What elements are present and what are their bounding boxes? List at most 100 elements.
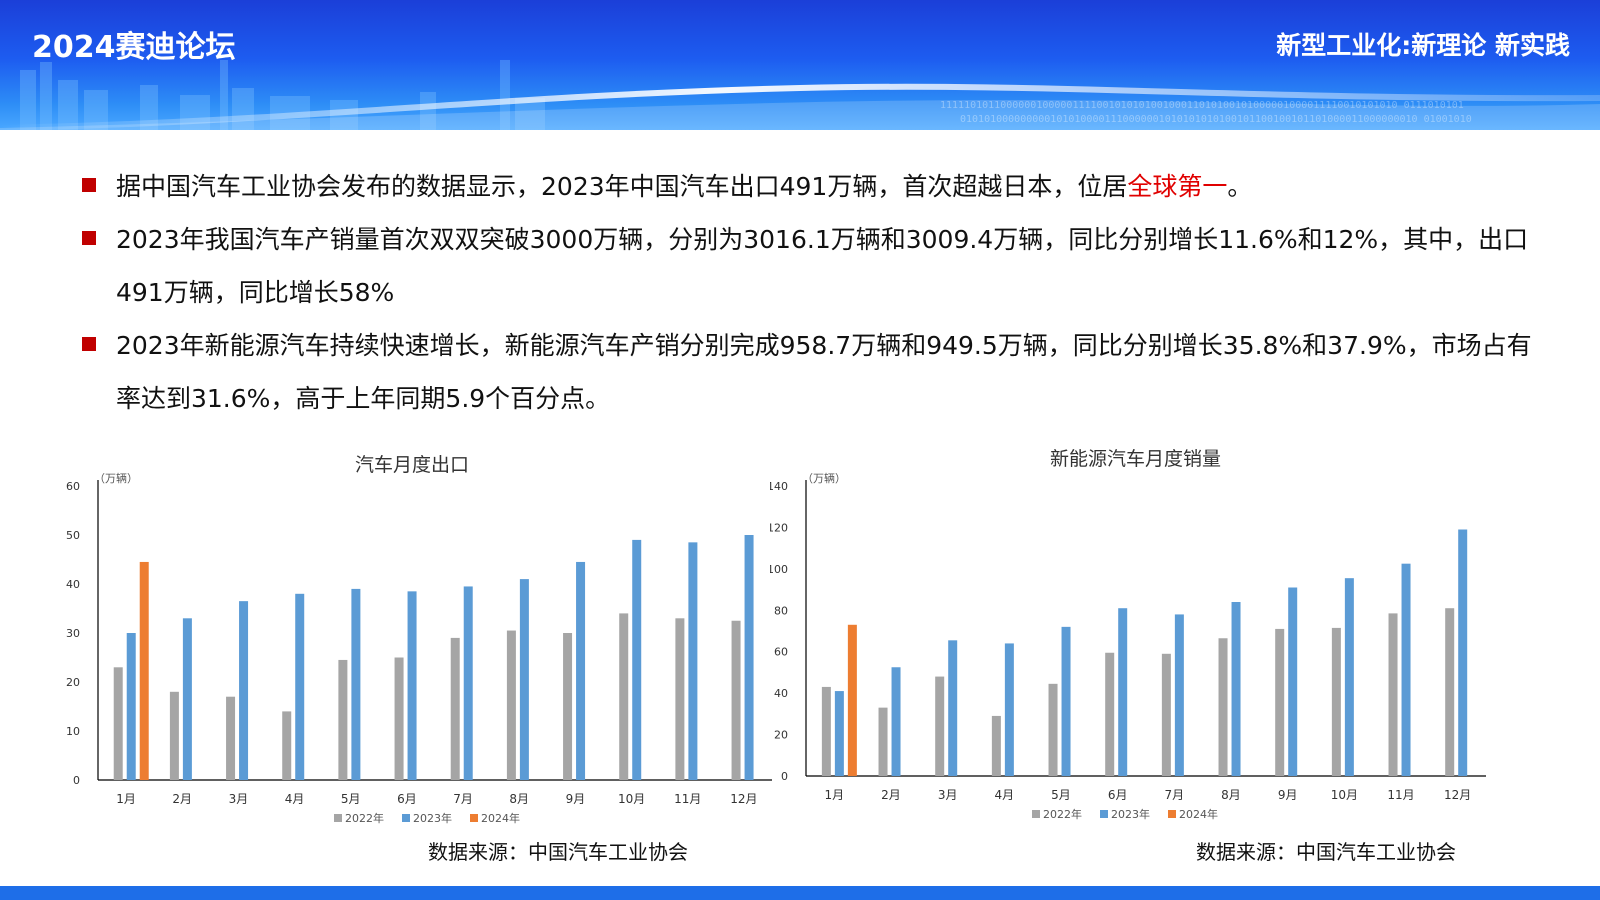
bar-2022年 xyxy=(878,707,888,776)
x-tick-label: 12月 xyxy=(730,792,757,806)
bar-2022年 xyxy=(675,618,685,780)
x-tick-label: 5月 xyxy=(341,792,361,806)
y-tick-label: 60 xyxy=(774,646,788,659)
legend-label: 2023年 xyxy=(1111,807,1150,821)
y-tick-label: 120 xyxy=(770,521,788,534)
bar-2022年 xyxy=(1218,638,1228,776)
skyline-decoration xyxy=(0,60,1600,130)
x-tick-label: 8月 xyxy=(1221,788,1241,802)
legend-label: 2022年 xyxy=(345,811,384,825)
bar-2022年 xyxy=(1105,652,1115,776)
bullet-item: 据中国汽车工业协会发布的数据显示，2023年中国汽车出口491万辆，首次超越日本… xyxy=(80,160,1550,213)
bar-2023年 xyxy=(351,588,361,780)
chart-title-export: 汽车月度出口 xyxy=(355,454,470,476)
bar-2023年 xyxy=(1288,587,1298,776)
bar-2022年 xyxy=(282,711,292,780)
bar-2022年 xyxy=(619,613,629,780)
y-tick-label: 60 xyxy=(66,480,80,493)
bar-2023年 xyxy=(1174,614,1184,776)
x-tick-label: 11月 xyxy=(1387,788,1414,802)
bar-2023年 xyxy=(891,667,901,776)
x-tick-label: 11月 xyxy=(674,792,701,806)
x-tick-label: 2月 xyxy=(881,788,901,802)
y-tick-label: 80 xyxy=(774,604,788,617)
y-tick-label: 0 xyxy=(73,774,80,787)
bar-2022年 xyxy=(731,620,741,780)
bar-2023年 xyxy=(744,535,754,780)
bar-2023年 xyxy=(1344,578,1354,776)
bar-2023年 xyxy=(295,593,305,780)
bullet-text-end: 。 xyxy=(1227,172,1253,201)
x-tick-label: 9月 xyxy=(1278,788,1298,802)
x-tick-label: 7月 xyxy=(1165,788,1185,802)
bar-2022年 xyxy=(169,691,179,780)
x-tick-label: 5月 xyxy=(1051,788,1071,802)
legend-label: 2024年 xyxy=(1179,807,1218,821)
bar-2022年 xyxy=(991,715,1001,776)
bar-2023年 xyxy=(463,586,473,780)
y-tick-label: 10 xyxy=(66,725,80,738)
bar-2022年 xyxy=(450,637,460,780)
legend-swatch xyxy=(470,814,478,822)
legend-swatch xyxy=(1100,810,1108,818)
x-tick-label: 7月 xyxy=(453,792,473,806)
legend-swatch xyxy=(1032,810,1040,818)
x-tick-label: 3月 xyxy=(229,792,249,806)
bullet-list: 据中国汽车工业协会发布的数据显示，2023年中国汽车出口491万辆，首次超越日本… xyxy=(80,160,1550,425)
x-tick-label: 8月 xyxy=(509,792,529,806)
bar-2022年 xyxy=(1275,628,1285,776)
bar-2023年 xyxy=(1231,602,1241,776)
bar-2023年 xyxy=(948,640,958,776)
bar-2023年 xyxy=(126,633,136,780)
legend-label: 2024年 xyxy=(481,811,520,825)
y-tick-label: 30 xyxy=(66,627,80,640)
legend-swatch xyxy=(402,814,410,822)
x-tick-label: 1月 xyxy=(116,792,136,806)
bullet-text: 2023年我国汽车产销量首次双双突破3000万辆，分别为3016.1万辆和300… xyxy=(116,225,1529,307)
slogan: 新型工业化:新理论 新实践 xyxy=(1276,31,1570,60)
bar-2023年 xyxy=(1061,626,1071,776)
bar-2022年 xyxy=(563,633,573,780)
data-source-right: 数据来源：中国汽车工业协会 xyxy=(1196,840,1456,864)
legend-swatch xyxy=(334,814,342,822)
bar-2022年 xyxy=(935,676,945,776)
bar-2022年 xyxy=(1388,613,1398,776)
legend-label: 2023年 xyxy=(413,811,452,825)
bullet-text: 据中国汽车工业协会发布的数据显示，2023年中国汽车出口491万辆，首次超越日本… xyxy=(116,172,1128,201)
bar-2023年 xyxy=(519,579,529,780)
bar-2023年 xyxy=(239,601,249,780)
bar-2022年 xyxy=(506,630,516,780)
header-banner: 1111101011000000100000111100101010100100… xyxy=(0,0,1600,130)
y-tick-label: 20 xyxy=(66,676,80,689)
x-tick-label: 4月 xyxy=(995,788,1015,802)
y-unit-label: （万辆） xyxy=(802,471,846,485)
y-tick-label: 40 xyxy=(774,687,788,700)
bullet-item: 2023年我国汽车产销量首次双双突破3000万辆，分别为3016.1万辆和300… xyxy=(80,213,1550,319)
bar-2023年 xyxy=(1401,563,1411,776)
y-tick-label: 50 xyxy=(66,529,80,542)
y-tick-label: 40 xyxy=(66,578,80,591)
x-tick-label: 3月 xyxy=(938,788,958,802)
bar-2022年 xyxy=(1331,627,1341,776)
bar-2022年 xyxy=(1445,608,1455,776)
x-tick-label: 1月 xyxy=(825,788,845,802)
x-tick-label: 6月 xyxy=(1108,788,1128,802)
x-tick-label: 10月 xyxy=(1331,788,1358,802)
legend-swatch xyxy=(1168,810,1176,818)
bar-2023年 xyxy=(1118,608,1128,776)
bar-2024年 xyxy=(847,624,857,776)
x-tick-label: 9月 xyxy=(566,792,586,806)
nev-sales-bar-chart: （万辆） 0 20 40 60 80 100 120 140 1月 2月 3月 4月 5月 6月 7月 8月 9月… xyxy=(770,471,1486,821)
bullet-highlight: 全球第一 xyxy=(1127,172,1228,201)
x-tick-label: 6月 xyxy=(397,792,417,806)
bullet-text: 2023年新能源汽车持续快速增长，新能源汽车产销分别完成958.7万辆和949.… xyxy=(116,331,1532,413)
bullet-item: 2023年新能源汽车持续快速增长，新能源汽车产销分别完成958.7万辆和949.… xyxy=(80,319,1550,425)
x-tick-label: 4月 xyxy=(285,792,305,806)
bar-2022年 xyxy=(394,657,404,780)
x-tick-label: 2月 xyxy=(172,792,192,806)
bar-2023年 xyxy=(407,591,417,780)
bar-2022年 xyxy=(338,659,348,780)
bar-2022年 xyxy=(226,696,236,780)
chart-title-nev: 新能源汽车月度销量 xyxy=(1050,448,1222,470)
bullet-square-icon xyxy=(82,178,96,192)
